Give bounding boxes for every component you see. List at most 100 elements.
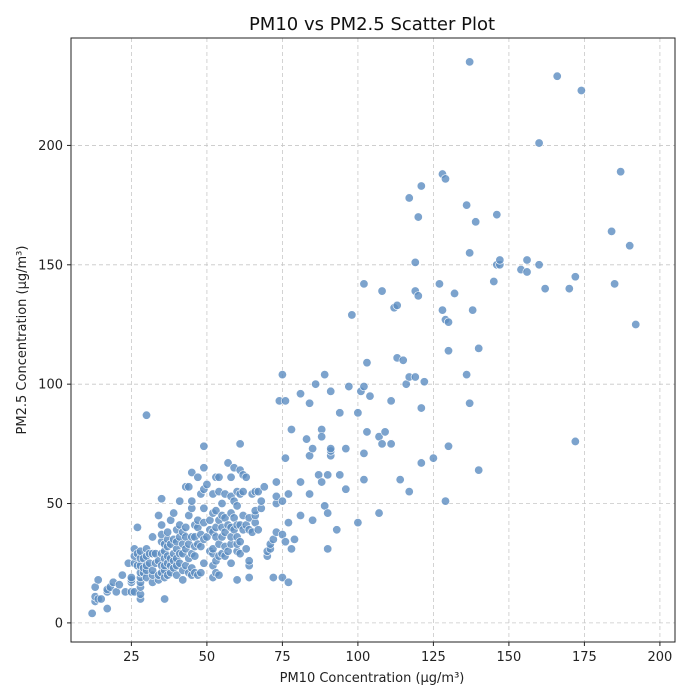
- data-point: [465, 248, 475, 258]
- data-point: [280, 396, 290, 406]
- data-point: [465, 57, 475, 67]
- data-point: [142, 410, 152, 420]
- plot-frame: [70, 37, 676, 643]
- data-point: [172, 570, 182, 580]
- data-point: [440, 174, 450, 184]
- data-point: [471, 217, 481, 227]
- data-point: [440, 496, 450, 506]
- data-point: [277, 573, 287, 583]
- data-point: [305, 398, 315, 408]
- data-point: [87, 608, 97, 618]
- data-point: [175, 496, 185, 506]
- data-point: [404, 487, 414, 497]
- data-point: [154, 510, 164, 520]
- data-point: [160, 594, 170, 604]
- data-point: [244, 573, 254, 583]
- data-point: [199, 441, 209, 451]
- data-point: [474, 465, 484, 475]
- data-point: [132, 522, 142, 532]
- data-point: [271, 491, 281, 501]
- data-point: [419, 377, 429, 387]
- data-point: [181, 522, 191, 532]
- y-tick-label: 200: [38, 139, 63, 154]
- data-point: [232, 501, 242, 511]
- data-point: [359, 382, 369, 392]
- y-tick-label: 0: [55, 616, 63, 631]
- data-point: [169, 508, 179, 518]
- data-point: [450, 288, 460, 298]
- data-point: [163, 527, 173, 537]
- grid: [71, 38, 675, 642]
- data-point: [616, 167, 626, 177]
- x-tick-label: 175: [572, 650, 597, 665]
- data-point: [317, 477, 327, 487]
- data-point: [241, 472, 251, 482]
- data-point: [187, 496, 197, 506]
- data-point: [576, 86, 586, 96]
- data-point: [317, 432, 327, 442]
- data-point: [157, 494, 167, 504]
- data-point: [344, 382, 354, 392]
- data-point: [398, 355, 408, 365]
- data-point: [522, 255, 532, 265]
- data-point: [416, 458, 426, 468]
- data-point: [341, 444, 351, 454]
- data-point: [157, 520, 167, 530]
- data-point: [534, 138, 544, 148]
- data-point: [283, 577, 293, 587]
- data-point: [362, 358, 372, 368]
- data-point: [296, 477, 306, 487]
- data-point: [522, 267, 532, 277]
- data-point: [416, 403, 426, 413]
- data-point: [443, 317, 453, 327]
- data-point: [377, 439, 387, 449]
- x-tick-label: 125: [421, 650, 446, 665]
- data-point: [241, 544, 251, 554]
- x-tick-label: 150: [496, 650, 521, 665]
- data-point: [347, 310, 357, 320]
- data-points: [87, 57, 641, 618]
- data-point: [465, 398, 475, 408]
- data-point: [359, 279, 369, 289]
- data-point: [217, 499, 227, 509]
- data-point: [235, 549, 245, 559]
- data-point: [96, 594, 106, 604]
- x-tick-label: 200: [647, 650, 672, 665]
- data-point: [283, 489, 293, 499]
- data-point: [474, 343, 484, 353]
- data-point: [178, 575, 188, 585]
- data-point: [286, 425, 296, 435]
- data-point: [226, 472, 236, 482]
- data-point: [256, 496, 266, 506]
- data-point: [410, 372, 420, 382]
- y-tick-label: 150: [38, 258, 63, 273]
- data-point: [190, 551, 200, 561]
- data-point: [208, 544, 218, 554]
- data-point: [244, 556, 254, 566]
- data-point: [280, 453, 290, 463]
- data-point: [377, 286, 387, 296]
- data-point: [148, 532, 158, 542]
- x-axis-ticks: 25 50 75 100 125 150 175 200: [123, 642, 672, 665]
- data-point: [437, 305, 447, 315]
- data-point: [365, 391, 375, 401]
- data-point: [126, 573, 136, 583]
- x-axis-label: PM10 Concentration (µg/m³): [280, 671, 465, 686]
- data-point: [114, 580, 124, 590]
- data-point: [102, 604, 112, 614]
- data-point: [268, 573, 278, 583]
- data-point: [386, 439, 396, 449]
- data-point: [462, 370, 472, 380]
- y-tick-label: 100: [38, 378, 63, 393]
- data-point: [305, 489, 315, 499]
- data-point: [332, 525, 342, 535]
- data-point: [211, 506, 221, 516]
- data-point: [302, 434, 312, 444]
- data-point: [416, 181, 426, 191]
- data-point: [117, 570, 127, 580]
- data-point: [374, 508, 384, 518]
- data-point: [492, 210, 502, 220]
- data-point: [253, 487, 263, 497]
- data-point: [280, 537, 290, 547]
